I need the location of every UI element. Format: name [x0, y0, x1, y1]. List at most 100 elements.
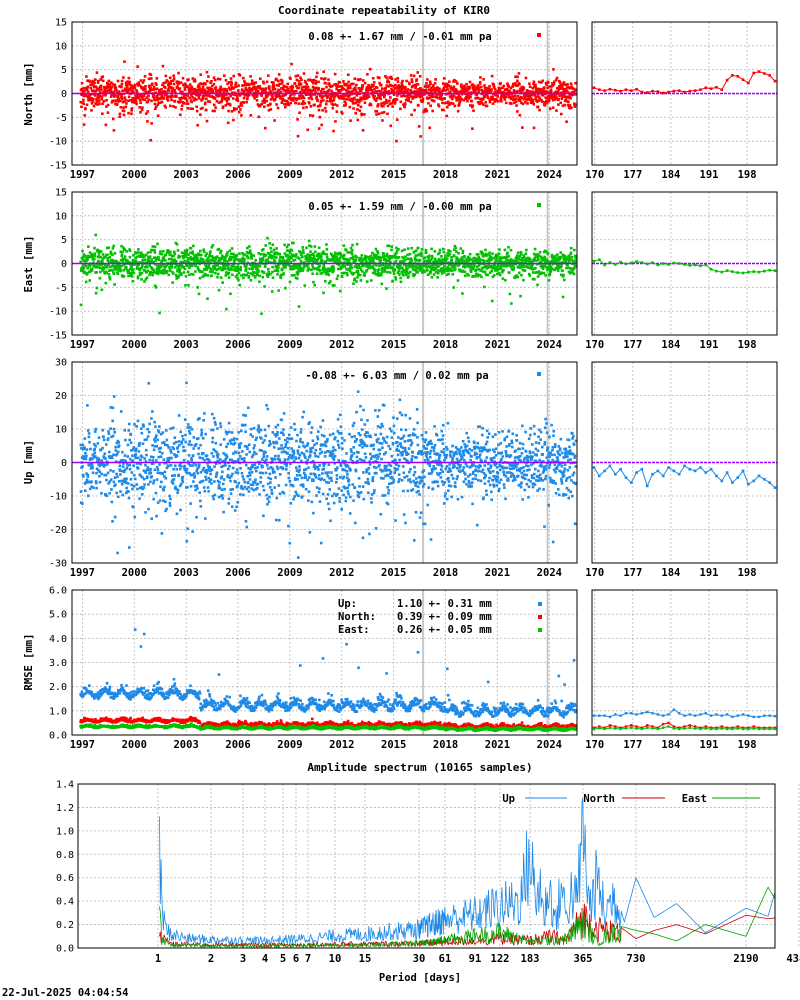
data-point: [144, 87, 147, 91]
data-point: [388, 264, 392, 267]
data-point: [315, 71, 319, 75]
data-point: [293, 82, 297, 85]
data-point: [533, 258, 536, 261]
data-point: [252, 254, 255, 257]
data-point: [101, 102, 104, 106]
data-point: [499, 82, 502, 85]
data-point: [119, 490, 122, 493]
data-point: [490, 98, 494, 101]
data-point: [147, 382, 151, 385]
data-point: [476, 274, 480, 278]
data-point: [188, 96, 191, 100]
data-point: [491, 256, 495, 260]
data-point: [562, 81, 566, 84]
data-point: [470, 99, 473, 103]
data-point: [144, 278, 148, 281]
data-point: [291, 86, 295, 89]
data-point: [273, 98, 277, 101]
data-point: [216, 272, 220, 276]
data-point: [508, 91, 512, 94]
data-point: [135, 102, 138, 106]
data-point: [334, 93, 338, 97]
data-point: [234, 275, 238, 278]
spectrum-title: Amplitude spectrum (10165 samples): [307, 761, 532, 774]
data-point: [553, 80, 556, 84]
data-point: [80, 269, 84, 273]
data-point: [131, 269, 134, 273]
data-point: [92, 263, 96, 267]
data-point: [453, 244, 457, 248]
data-point: [126, 455, 130, 458]
data-point: [217, 101, 221, 104]
data-point: [139, 474, 143, 478]
data-point: [283, 99, 287, 102]
data-point: [407, 263, 411, 267]
data-point: [549, 88, 553, 92]
data-point: [355, 255, 358, 259]
data-point: [427, 265, 431, 269]
data-point: [533, 247, 537, 251]
data-point: [140, 431, 144, 435]
data-point: [173, 252, 177, 256]
data-point: [516, 94, 520, 98]
data-point: [437, 104, 441, 108]
data-point: [232, 252, 235, 256]
data-point: [471, 267, 475, 271]
data-point: [535, 270, 539, 274]
data-point: [418, 90, 421, 94]
data-point: [282, 272, 285, 275]
data-point: [133, 86, 137, 90]
y-tick-label: -15: [49, 331, 67, 342]
data-point: [535, 95, 538, 98]
y-tick-label: -15: [49, 161, 67, 172]
data-point: [313, 250, 317, 254]
data-point: [145, 468, 149, 472]
data-point: [83, 489, 87, 493]
data-point: [191, 250, 194, 254]
data-point: [558, 266, 561, 270]
data-point: [499, 257, 502, 261]
data-point: [382, 90, 386, 94]
data-point: [524, 76, 528, 80]
data-point: [289, 98, 293, 101]
data-point: [99, 84, 103, 88]
y-tick-label: 0: [61, 259, 67, 270]
data-point: [151, 410, 154, 413]
data-point: [476, 273, 480, 276]
data-point: [452, 85, 456, 89]
data-point: [416, 246, 420, 250]
data-point: [179, 98, 182, 102]
data-point: [311, 79, 314, 83]
y-tick-label: 5: [61, 235, 67, 246]
data-point: [184, 274, 188, 278]
data-point: [95, 481, 98, 485]
data-point: [89, 254, 93, 258]
data-point: [242, 259, 246, 263]
data-point: [120, 82, 124, 86]
data-point: [101, 269, 104, 272]
data-point: [280, 101, 284, 104]
data-point: [178, 268, 182, 271]
data-point: [80, 93, 84, 97]
data-point: [167, 81, 171, 85]
data-point: [113, 431, 117, 434]
data-point: [395, 98, 399, 101]
data-point: [161, 272, 165, 275]
data-point: [363, 274, 366, 277]
data-point: [105, 98, 108, 102]
data-point: [371, 251, 374, 255]
data-point: [129, 99, 133, 102]
data-point: [288, 280, 292, 284]
data-point: [475, 265, 479, 268]
data-point: [561, 85, 564, 88]
data-point: [430, 254, 434, 258]
data-point: [272, 248, 276, 252]
data-point: [253, 85, 257, 89]
data-point: [147, 77, 151, 81]
data-point: [414, 254, 418, 257]
data-point: [226, 82, 229, 86]
data-point: [212, 83, 216, 86]
data-point: [374, 272, 377, 276]
data-point: [264, 253, 268, 257]
data-point: [311, 265, 315, 269]
